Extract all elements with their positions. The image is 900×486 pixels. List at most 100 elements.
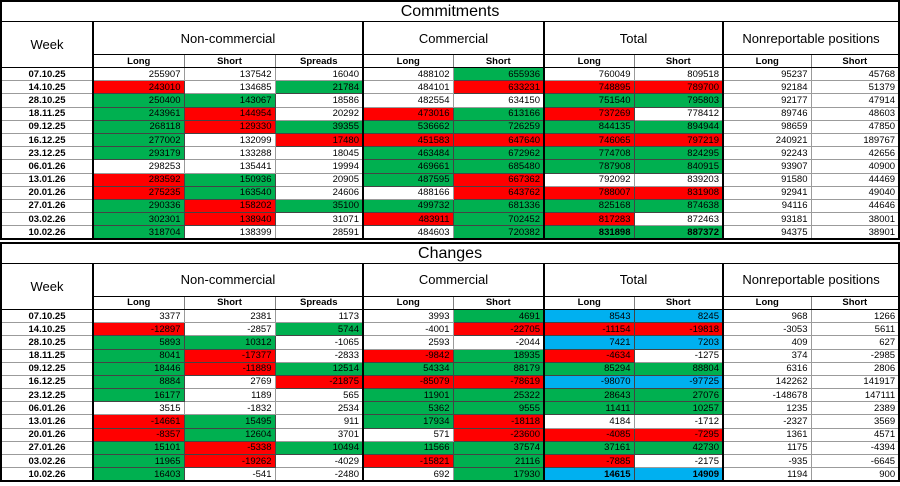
value-cell: -7885 [543, 453, 635, 469]
column-header: Long [722, 54, 812, 68]
value-cell: 484603 [362, 225, 454, 240]
value-cell: 147111 [810, 388, 900, 403]
table-row: 23.12.25 16177 1189 565 11901 25322 28643 27076… [0, 388, 900, 403]
value-cell: 643762 [452, 185, 545, 200]
value-cell: 11411 [543, 401, 635, 416]
value-cell: 8543 [543, 308, 635, 324]
value-cell: 911 [274, 414, 364, 429]
value-cell: 11566 [362, 440, 454, 456]
value-cell: 473016 [362, 106, 454, 121]
week-cell: 09.12.25 [0, 361, 94, 376]
table-row: 10.02.26 318704 138399 28591 484603 720382 831… [0, 225, 900, 240]
value-cell: 5611 [810, 322, 900, 337]
value-cell: 3993 [362, 308, 454, 324]
value-cell: 255907 [92, 66, 185, 82]
value-cell: 25322 [452, 388, 545, 403]
week-cell: 14.10.25 [0, 322, 94, 337]
value-cell: 88179 [452, 361, 545, 376]
value-cell: 692 [362, 467, 454, 482]
value-cell: 488102 [362, 66, 454, 82]
value-cell: 39355 [274, 119, 364, 134]
value-cell: 634150 [452, 93, 545, 108]
week-cell: 23.12.25 [0, 388, 94, 403]
table-row: 27.01.26 290336 158202 35100 499732 681336 825… [0, 198, 900, 214]
value-cell: 88804 [633, 361, 724, 376]
value-cell: 98659 [722, 119, 812, 134]
week-cell: 07.10.25 [0, 308, 94, 324]
value-cell: 42730 [633, 440, 724, 456]
week-cell: 03.02.26 [0, 453, 94, 469]
week-cell: 20.01.26 [0, 185, 94, 200]
value-cell: 499732 [362, 198, 454, 214]
column-header: Short [633, 295, 724, 310]
value-cell: 283592 [92, 172, 185, 187]
value-cell: 93181 [722, 212, 812, 227]
value-cell: 720382 [452, 225, 545, 240]
value-cell: -3053 [722, 322, 812, 337]
value-cell: 3377 [92, 308, 185, 324]
column-header: Short [810, 54, 900, 68]
value-cell: 613166 [452, 106, 545, 121]
value-cell: 138940 [183, 212, 276, 227]
value-cell: 887372 [633, 225, 724, 240]
week-cell: 23.12.25 [0, 146, 94, 161]
value-cell: 831908 [633, 185, 724, 200]
value-cell: 163540 [183, 185, 276, 200]
value-cell: -8357 [92, 427, 185, 442]
value-cell: 8245 [633, 308, 724, 324]
week-cell: 13.01.26 [0, 414, 94, 429]
column-group-header: Commercial [362, 21, 545, 55]
value-cell: 409 [722, 335, 812, 350]
value-cell: 2381 [183, 308, 276, 324]
value-cell: 488166 [362, 185, 454, 200]
table-row: 07.10.25 3377 2381 1173 3993 4691 8543 8245 968 1… [0, 308, 900, 324]
column-header: Long [543, 295, 635, 310]
value-cell: 1175 [722, 440, 812, 456]
column-header: Short [633, 54, 724, 68]
value-cell: 21784 [274, 80, 364, 95]
value-cell: 1194 [722, 467, 812, 482]
value-cell: 374 [722, 348, 812, 363]
value-cell: 1189 [183, 388, 276, 403]
value-cell: 15495 [183, 414, 276, 429]
column-header: Short [810, 295, 900, 310]
column-group-header: Commercial [362, 262, 545, 297]
value-cell: 672962 [452, 146, 545, 161]
table-row: 13.01.26 283592 150936 20905 487595 667362 792… [0, 172, 900, 187]
value-cell: 20905 [274, 172, 364, 187]
value-cell: 31071 [274, 212, 364, 227]
value-cell: -78619 [452, 374, 545, 390]
value-cell: 134685 [183, 80, 276, 95]
value-cell: -14661 [92, 414, 185, 429]
value-cell: 189767 [810, 132, 900, 148]
value-cell: 318704 [92, 225, 185, 240]
value-cell: 484101 [362, 80, 454, 95]
value-cell: 137542 [183, 66, 276, 82]
value-cell: 451583 [362, 132, 454, 148]
value-cell: 787908 [543, 159, 635, 174]
week-cell: 13.01.26 [0, 172, 94, 187]
value-cell: 748895 [543, 80, 635, 95]
value-cell: 142262 [722, 374, 812, 390]
value-cell: -4634 [543, 348, 635, 363]
value-cell: 240921 [722, 132, 812, 148]
table-row: 20.01.26 -8357 12604 3701 571 -23600 -4085 -729… [0, 427, 900, 442]
value-cell: 647640 [452, 132, 545, 148]
column-group-header: Nonreportable positions [721, 21, 900, 55]
week-cell: 03.02.26 [0, 212, 94, 227]
column-header: Long [362, 295, 454, 310]
value-cell: -4001 [362, 322, 454, 337]
value-cell: 135441 [183, 159, 276, 174]
value-cell: -148678 [722, 388, 812, 403]
value-cell: -98070 [543, 374, 635, 390]
value-cell: 900 [810, 467, 900, 482]
value-cell: 809518 [633, 66, 724, 82]
value-cell: 7203 [633, 335, 724, 350]
value-cell: 16040 [274, 66, 364, 82]
value-cell: -935 [722, 453, 812, 469]
value-cell: -19262 [183, 453, 276, 469]
value-cell: 681336 [452, 198, 545, 214]
value-cell: 44646 [810, 198, 900, 214]
week-cell: 16.12.25 [0, 132, 94, 148]
table-row: 07.10.25 255907 137542 16040 488102 655936 760… [0, 66, 900, 82]
